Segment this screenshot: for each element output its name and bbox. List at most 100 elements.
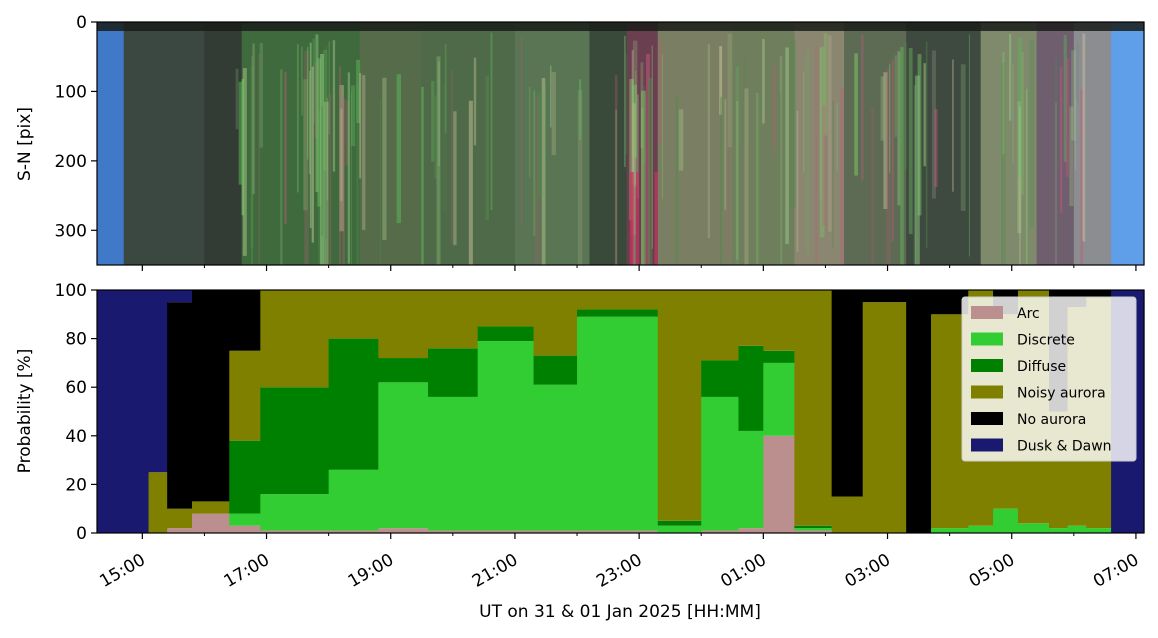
legend-swatch	[971, 385, 1003, 399]
area-noisy-aurora	[328, 290, 379, 339]
keogram-streak	[318, 110, 322, 265]
keogram-streak	[1060, 67, 1063, 213]
keogram-streak	[724, 99, 727, 210]
keogram-streak	[356, 59, 361, 123]
keogram-streak	[315, 34, 319, 192]
keogram-streak	[490, 32, 493, 210]
keogram-frame	[96, 21, 1145, 266]
keogram-streak	[1080, 89, 1083, 265]
keogram-streak	[707, 44, 710, 238]
keogram-streak	[796, 110, 799, 252]
area-diffuse	[701, 360, 740, 397]
area-diffuse	[577, 309, 659, 317]
keogram-streak	[727, 33, 733, 148]
keogram-streak	[396, 74, 401, 224]
keogram-streak	[444, 43, 447, 133]
area-noisy-aurora	[831, 496, 864, 533]
keogram-streak	[1012, 64, 1014, 163]
keogram-streak	[252, 43, 255, 195]
keogram-streak	[925, 41, 928, 248]
keogram-y-axis: 0 100 200 300	[55, 13, 97, 241]
keogram-streak	[528, 87, 531, 178]
keogram-red-streak	[636, 172, 640, 265]
keogram-streak	[537, 91, 543, 197]
keogram-band	[1111, 22, 1145, 265]
keogram-streak	[632, 40, 638, 187]
keogram-streak	[889, 63, 891, 173]
area-discrete	[378, 382, 429, 529]
keogram-streak	[840, 88, 844, 265]
keogram-streak	[339, 85, 344, 232]
keogram-red-streak	[654, 172, 658, 265]
keogram-red-streak	[629, 172, 634, 265]
keogram-streak	[533, 90, 536, 236]
keogram-streak	[1017, 101, 1022, 234]
keogram-streak	[434, 95, 437, 179]
keogram-streak	[785, 47, 789, 244]
keogram-streak	[762, 39, 765, 124]
keogram-streak	[306, 75, 308, 265]
keogram-band	[514, 22, 591, 265]
area-diffuse	[657, 520, 702, 526]
area-discrete	[577, 316, 659, 531]
keogram-streak	[640, 62, 644, 148]
keogram-streak	[339, 108, 343, 202]
keogram-streak	[1082, 33, 1086, 242]
keogram-streak	[1055, 57, 1057, 172]
area-dusk-dawn	[167, 290, 193, 303]
area-discrete	[1048, 528, 1069, 533]
area-discrete	[1067, 525, 1087, 533]
keogram-band	[241, 22, 361, 265]
keogram-band	[97, 22, 125, 265]
keogram-streak	[819, 48, 822, 200]
keogram-streak	[968, 34, 970, 257]
keogram-streak	[854, 53, 858, 176]
legend-swatch	[971, 359, 1003, 372]
area-diffuse	[738, 345, 764, 431]
keogram-streak	[1002, 51, 1005, 154]
keogram-streak	[615, 109, 617, 265]
keogram-y-tick-label: 300	[55, 221, 87, 241]
keogram-streak	[1063, 34, 1067, 163]
probability-y-axis-label: Probability [%]	[15, 349, 35, 474]
keogram-streak	[322, 49, 328, 171]
keogram-streak	[1076, 41, 1079, 105]
keogram-streak	[473, 57, 477, 146]
keogram-band	[844, 22, 907, 265]
keogram-streak	[819, 46, 825, 238]
keogram-streak	[543, 84, 546, 265]
keogram-streak	[614, 75, 618, 265]
area-arc	[192, 513, 230, 533]
keogram-band	[794, 22, 845, 265]
keogram-streak	[891, 59, 894, 242]
keogram-streak	[1009, 34, 1012, 121]
area-no-aurora	[831, 290, 864, 497]
keogram-streak	[883, 72, 888, 209]
area-noisy-aurora	[192, 501, 230, 514]
area-arc	[229, 525, 261, 533]
keogram-streak	[934, 109, 938, 188]
keogram-streak	[756, 92, 759, 265]
area-diffuse	[378, 358, 429, 383]
area-no-aurora	[862, 290, 907, 303]
legend-label: Diffuse	[1017, 359, 1066, 375]
area-no-aurora	[167, 302, 193, 509]
keogram-streak	[312, 38, 315, 124]
keogram-streak	[897, 51, 901, 206]
keogram-band	[1073, 22, 1112, 265]
keogram-y-tick-label: 0	[76, 13, 87, 33]
area-diffuse	[794, 525, 833, 529]
keogram-streak	[678, 109, 684, 171]
keogram-streak	[284, 71, 287, 224]
keogram-panel: 0 100 200 300 S-N [pix]	[15, 13, 1145, 271]
area-discrete	[1086, 528, 1112, 533]
keogram-streak	[1001, 62, 1006, 265]
area-discrete	[794, 528, 833, 531]
area-noisy-aurora	[378, 290, 429, 359]
keogram-streak	[803, 71, 805, 173]
keogram-streak	[894, 55, 897, 137]
keogram-streak	[321, 106, 326, 236]
keogram-streak	[577, 90, 583, 265]
probability-y-axis: 0 20 40 60 80 100	[55, 281, 97, 544]
